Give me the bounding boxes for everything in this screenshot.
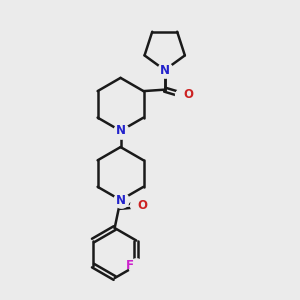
Text: N: N [116, 124, 126, 137]
Text: O: O [137, 199, 147, 212]
Text: N: N [160, 64, 170, 76]
Text: N: N [116, 194, 126, 207]
Text: F: F [126, 259, 134, 272]
Text: O: O [184, 88, 194, 101]
